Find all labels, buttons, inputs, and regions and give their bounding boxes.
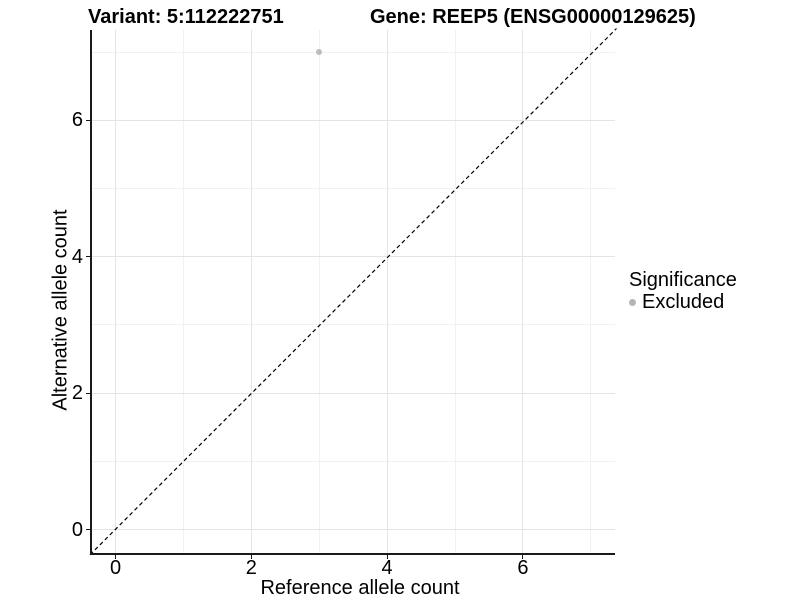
y-axis-label: Alternative allele count [49,209,72,411]
identity-line [89,28,617,556]
x-tick-label: 6 [517,557,529,579]
gridline-x-minor [318,30,320,553]
x-tick-mark [115,555,116,559]
y-tick-mark [86,529,90,530]
y-tick-label: 6 [71,109,83,132]
data-point-excluded [316,49,323,56]
gridline-x-minor [590,30,592,553]
gridline-y-major [91,392,615,394]
plot-title-gene: Gene: REEP5 (ENSG00000129625) [370,6,696,28]
gridline-x-major [522,30,524,553]
plot-panel [89,28,617,556]
gridline-x-minor [182,30,184,553]
gridline-y-minor [91,51,615,53]
x-axis-label: Reference allele count [260,577,460,599]
gridline-y-minor [91,324,615,326]
gridline-y-major [91,119,615,121]
y-tick-mark [86,119,90,121]
y-tick-label: 4 [71,245,83,268]
x-axis-line [90,553,615,555]
x-tick-label: 2 [245,557,257,579]
y-tick-label: 0 [71,518,83,541]
gridline-y-major [91,529,615,530]
gridline-x-major [115,30,116,553]
gridline-y-minor [91,460,615,462]
y-tick-mark [86,392,90,394]
y-tick-mark [86,256,90,258]
x-tick-mark [522,555,524,559]
gridline-y-minor [91,188,615,189]
x-tick-label: 0 [109,557,122,579]
identity-dashed-line [89,28,617,556]
legend-item-label: Excluded [642,291,725,313]
gridline-x-major [250,30,252,553]
gridline-x-major [386,30,388,553]
y-axis-line [90,30,92,554]
legend-point-icon [629,299,636,306]
x-tick-mark [386,555,388,559]
plot-title-variant: Variant: 5:112222751 [88,6,284,28]
y-tick-label: 2 [71,382,83,405]
legend: Significance Excluded [629,269,737,313]
x-tick-label: 4 [381,557,393,579]
x-tick-mark [250,555,252,559]
legend-title: Significance [629,269,737,291]
gridline-y-major [91,256,615,258]
legend-item-excluded: Excluded [629,291,737,313]
gridline-x-minor [454,30,456,553]
